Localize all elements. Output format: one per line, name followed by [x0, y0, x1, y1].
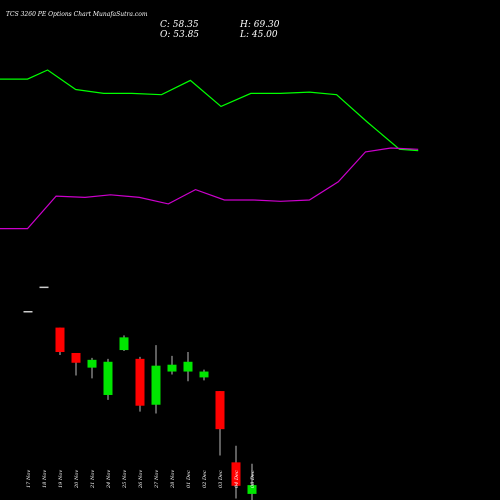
- candle-19-nov: [55, 327, 65, 355]
- x-axis-ticks: 17 Nov 18 Nov 19 Nov 20 Nov 21 Nov 24 Nov 25 N…: [26, 470, 256, 489]
- candle-body: [183, 361, 193, 372]
- candle-body: [39, 286, 49, 289]
- candle-25-nov: [119, 335, 129, 352]
- chart-title: TCS 3260 PE Options Chart MunafaSutra.co…: [6, 11, 148, 18]
- candle-body: [247, 485, 257, 494]
- magenta-indicator-line: [0, 147, 419, 230]
- x-tick-label: 18 Nov: [42, 470, 48, 488]
- candle-body: [119, 337, 129, 351]
- x-tick-label: 01 Dec: [186, 470, 192, 488]
- candle-body: [199, 371, 209, 378]
- green-indicator-line: [0, 69, 419, 152]
- candle-body: [167, 364, 177, 372]
- x-tick-label: 08 Dec: [250, 470, 256, 488]
- x-tick-label: 27 Nov: [154, 470, 160, 489]
- high-value: H: 69.30: [239, 20, 280, 30]
- x-tick-label: 21 Nov: [90, 470, 96, 489]
- x-tick-label: 26 Nov: [138, 470, 144, 489]
- x-tick-label: 24 Nov: [106, 470, 112, 489]
- candles-group: [23, 286, 257, 500]
- candle-24-nov: [103, 358, 113, 400]
- candle-08-dec: [247, 463, 257, 500]
- candle-body: [23, 311, 33, 313]
- x-tick-label: 17 Nov: [26, 470, 32, 488]
- x-tick-label: 25 Nov: [122, 470, 128, 489]
- indicator-lines: [0, 69, 419, 230]
- candle-body: [215, 391, 225, 430]
- candle-body: [135, 358, 145, 406]
- candle-body: [87, 359, 97, 368]
- candle-21-nov: [87, 357, 97, 379]
- candle-20-nov: [71, 352, 81, 376]
- candle-body: [151, 365, 161, 405]
- open-value: O: 53.85: [160, 30, 199, 40]
- candle-04-dec: [231, 445, 241, 499]
- low-value: L: 45.00: [239, 30, 278, 40]
- x-tick-label: 02 Dec: [202, 470, 208, 488]
- candle-27-nov: [151, 345, 161, 414]
- close-value: C: 58.35: [160, 20, 199, 30]
- candle-01-dec: [183, 352, 193, 382]
- candle-03-dec: [215, 391, 225, 456]
- candle-02-dec: [199, 369, 209, 381]
- x-tick-label: 04 Dec: [234, 470, 240, 488]
- candle-28-nov: [167, 355, 177, 375]
- candle-17-nov: [23, 311, 33, 313]
- x-tick-label: 20 Nov: [74, 470, 80, 489]
- candle-body: [103, 361, 113, 395]
- x-tick-label: 03 Dec: [218, 470, 224, 488]
- candle-body: [55, 327, 65, 353]
- candle-26-nov: [135, 356, 145, 412]
- candle-body: [231, 462, 241, 486]
- candle-18-nov: [39, 286, 49, 289]
- candle-body: [71, 352, 81, 363]
- x-tick-label: 28 Nov: [170, 470, 176, 489]
- x-tick-label: 19 Nov: [58, 470, 64, 488]
